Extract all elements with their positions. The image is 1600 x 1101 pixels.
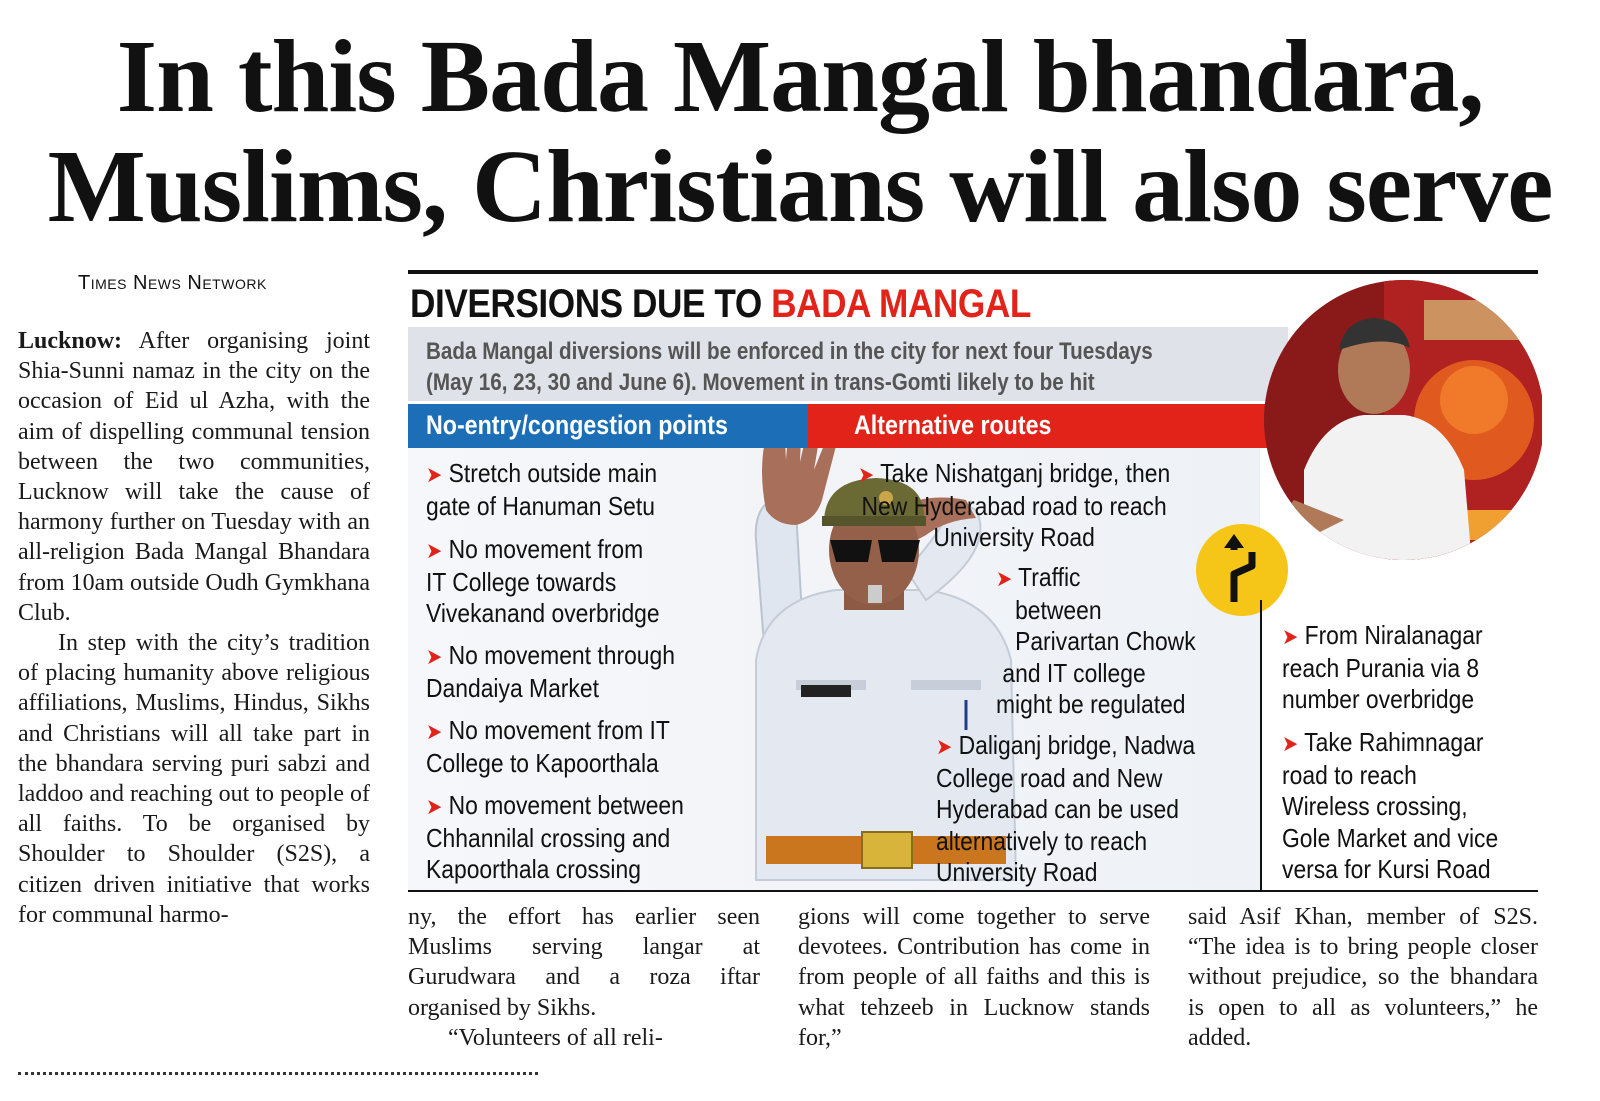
no-entry-text: No movement through	[448, 640, 675, 670]
bullet-arrow-icon: ➤	[996, 566, 1013, 591]
infographic-title-black: DIVERSIONS DUE TO	[410, 282, 772, 326]
route-text: Wireless crossing,	[1282, 791, 1468, 821]
temple-photo	[1264, 280, 1542, 560]
article-column-1: Lucknow: After organising joint Shia-Sun…	[18, 326, 370, 930]
intro-line-2: (May 16, 23, 30 and June 6). Movement in…	[426, 369, 1095, 396]
route-text: might be regulated	[996, 689, 1186, 719]
article-column-2: ny, the effort has earlier seen Muslims …	[408, 902, 760, 1053]
route-text: New Hyderabad road to reach	[861, 490, 1167, 521]
no-entry-text: Dandaiya Market	[426, 672, 599, 703]
alternative-route: ➤ Take Rahimnagar road to reach Wireless c…	[1282, 727, 1498, 886]
intro-text: Bada Mangal diversions will be enforced …	[426, 336, 1200, 398]
infographic-title: DIVERSIONS DUE TO BADA MANGAL	[410, 282, 1031, 327]
no-entry-text: No movement from	[448, 534, 644, 564]
no-entry-point: ➤ No movement through Dandaiya Market	[426, 640, 675, 704]
headline: In this Bada Mangal bhandara, Muslims, C…	[0, 22, 1600, 242]
route-text: and IT college	[1002, 657, 1146, 688]
diversions-infographic: DIVERSIONS DUE TO BADA MANGAL Bada Manga…	[408, 270, 1542, 892]
no-entry-point: ➤ No movement between Chhannilal crossing…	[426, 790, 684, 886]
route-text: alternatively to reach	[936, 825, 1148, 856]
no-entry-text: No movement from IT	[448, 715, 670, 745]
no-entry-text: Vivekanand overbridge	[426, 598, 660, 628]
route-text: Take Rahimnagar	[1304, 727, 1484, 757]
route-text: Traffic	[1018, 562, 1081, 592]
no-entry-text: Chhannilal crossing and	[426, 822, 671, 853]
article-paragraph-5: gions will come together to serve devote…	[798, 904, 1150, 1051]
dotted-rule	[18, 1072, 538, 1075]
bullet-arrow-icon: ➤	[426, 794, 443, 819]
headline-line-1: In this Bada Mangal bhandara,	[116, 19, 1485, 134]
dateline: Lucknow:	[18, 328, 123, 354]
no-entry-point: ➤ No movement from IT College to Kapoorth…	[426, 715, 670, 779]
infographic-top-rule	[408, 270, 1538, 274]
route-text: Daliganj bridge, Nadwa	[958, 730, 1196, 760]
no-entry-text: IT College towards	[426, 566, 617, 597]
route-text: University Road	[936, 857, 1098, 887]
route-text: between	[1015, 594, 1102, 625]
infographic-bottom-rule	[408, 890, 1538, 892]
alternative-routes-header-bar	[808, 404, 1288, 448]
article-paragraph-3: ny, the effort has earlier seen Muslims …	[408, 904, 760, 1021]
route-text: Gole Market and vice	[1282, 822, 1499, 853]
alternative-route: ➤ Take Nishatganj bridge, then New Hydera…	[858, 458, 1170, 554]
bullet-arrow-icon: ➤	[936, 734, 953, 759]
route-text: Parivartan Chowk	[1015, 626, 1196, 656]
article-column-4: said Asif Khan, member of S2S. “The idea…	[1188, 902, 1538, 1053]
article-paragraph-2: In step with the city’s tradition of pla…	[18, 630, 370, 928]
route-text: University Road	[933, 522, 1095, 552]
intro-band	[408, 327, 1288, 401]
route-text: versa for Kursi Road	[1282, 854, 1491, 884]
intro-line-1: Bada Mangal diversions will be enforced …	[426, 338, 1153, 365]
alternative-routes-heading: Alternative routes	[854, 410, 1052, 440]
article-column-3: gions will come together to serve devote…	[798, 902, 1150, 1053]
route-text: road to reach	[1282, 759, 1417, 790]
alternative-route: ➤ Traffic between Parivartan Chowk and I…	[996, 562, 1196, 721]
route-text: reach Purania via 8	[1282, 652, 1480, 683]
no-entry-text: Stretch outside main	[448, 458, 658, 488]
bullet-arrow-icon: ➤	[426, 538, 443, 563]
bullet-arrow-icon: ➤	[1282, 731, 1299, 756]
no-entry-text: Kapoorthala crossing	[426, 854, 641, 884]
no-entry-heading: No-entry/congestion points	[426, 410, 728, 440]
route-text: College road and New	[936, 762, 1163, 793]
route-text: Hyderabad can be used	[936, 794, 1179, 824]
bullet-arrow-icon: ➤	[426, 644, 443, 669]
no-entry-text: College to Kapoorthala	[426, 747, 659, 778]
traffic-policeman-photo	[754, 405, 1018, 881]
infographic-title-red: BADA MANGAL	[771, 282, 1031, 326]
bullet-arrow-icon: ➤	[426, 462, 443, 487]
no-entry-point: ➤ Stretch outside main gate of Hanuman Se…	[426, 458, 657, 522]
article-paragraph-4: “Volunteers of all reli-	[448, 1024, 663, 1051]
bullet-arrow-icon: ➤	[858, 462, 875, 487]
alternative-route: ➤ From Niralanagar reach Purania via 8 num…	[1282, 620, 1483, 716]
route-text: number overbridge	[1282, 684, 1475, 714]
article-paragraph-6: said Asif Khan, member of S2S. “The idea…	[1188, 904, 1538, 1051]
no-entry-point: ➤ No movement from IT College towards Vive…	[426, 534, 660, 630]
route-text: From Niralanagar	[1304, 620, 1483, 650]
bullet-arrow-icon: ➤	[426, 719, 443, 744]
no-entry-text: No movement between	[448, 790, 684, 820]
column-divider	[1260, 600, 1262, 890]
detour-sign-icon	[1196, 524, 1288, 616]
article-paragraph-1: Lucknow: After organising joint Shia-Sun…	[18, 326, 370, 628]
route-text: Take Nishatganj bridge, then	[880, 458, 1171, 488]
bullet-arrow-icon: ➤	[1282, 624, 1299, 649]
alternative-route: ➤ Daliganj bridge, Nadwa College road and…	[936, 730, 1195, 889]
byline: Times News Network	[78, 272, 267, 294]
headline-line-2: Muslims, Christians will also serve	[47, 129, 1554, 244]
paragraph-1-text: After organising joint Shia-Sunni namaz …	[18, 328, 370, 626]
no-entry-text: gate of Hanuman Setu	[426, 490, 655, 521]
no-entry-header-bar	[408, 404, 808, 448]
